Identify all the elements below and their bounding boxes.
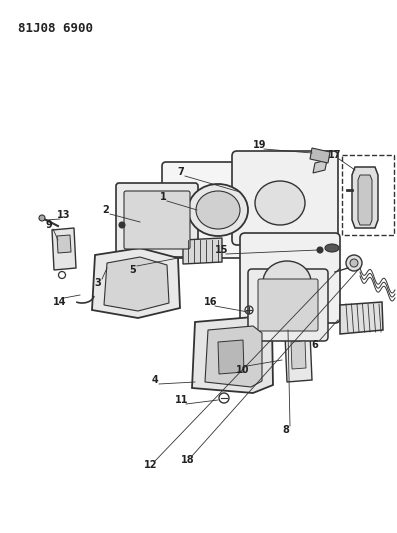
Text: 8: 8 <box>283 425 289 435</box>
Polygon shape <box>291 341 306 369</box>
Circle shape <box>119 222 125 228</box>
Text: 18: 18 <box>181 455 195 465</box>
Text: 7: 7 <box>177 167 184 177</box>
Polygon shape <box>340 302 383 334</box>
FancyBboxPatch shape <box>116 183 198 257</box>
Polygon shape <box>52 228 76 270</box>
Text: 13: 13 <box>57 210 71 220</box>
FancyBboxPatch shape <box>240 233 340 323</box>
Text: 3: 3 <box>94 278 101 288</box>
Polygon shape <box>104 257 169 311</box>
Polygon shape <box>92 248 180 318</box>
Polygon shape <box>183 238 222 264</box>
Text: 12: 12 <box>144 460 158 470</box>
FancyBboxPatch shape <box>232 151 338 245</box>
Polygon shape <box>205 326 262 387</box>
FancyBboxPatch shape <box>248 269 328 341</box>
Text: 17: 17 <box>328 150 342 160</box>
Circle shape <box>346 255 362 271</box>
Polygon shape <box>192 317 273 393</box>
Text: 9: 9 <box>46 220 52 230</box>
Ellipse shape <box>325 244 339 252</box>
Polygon shape <box>218 340 244 374</box>
Ellipse shape <box>255 181 305 225</box>
Polygon shape <box>310 148 330 163</box>
Circle shape <box>39 215 45 221</box>
Polygon shape <box>57 235 71 253</box>
FancyBboxPatch shape <box>258 279 318 331</box>
Text: 5: 5 <box>130 265 137 275</box>
Text: 6: 6 <box>312 340 318 350</box>
Text: 10: 10 <box>236 365 250 375</box>
Text: 2: 2 <box>103 205 110 215</box>
Ellipse shape <box>188 184 248 236</box>
Text: 15: 15 <box>215 245 229 255</box>
Polygon shape <box>352 167 378 228</box>
Circle shape <box>317 247 323 253</box>
FancyBboxPatch shape <box>124 191 190 249</box>
Text: 11: 11 <box>175 395 189 405</box>
FancyBboxPatch shape <box>162 162 274 258</box>
Text: 19: 19 <box>253 140 267 150</box>
Ellipse shape <box>263 261 311 303</box>
Text: 81J08 6900: 81J08 6900 <box>18 22 93 35</box>
Text: 4: 4 <box>152 375 158 385</box>
Polygon shape <box>285 333 312 382</box>
Text: 14: 14 <box>53 297 67 307</box>
Text: 1: 1 <box>160 192 166 202</box>
Text: 16: 16 <box>204 297 218 307</box>
Circle shape <box>350 259 358 267</box>
Polygon shape <box>358 175 372 225</box>
Polygon shape <box>313 160 327 173</box>
Ellipse shape <box>196 191 240 229</box>
